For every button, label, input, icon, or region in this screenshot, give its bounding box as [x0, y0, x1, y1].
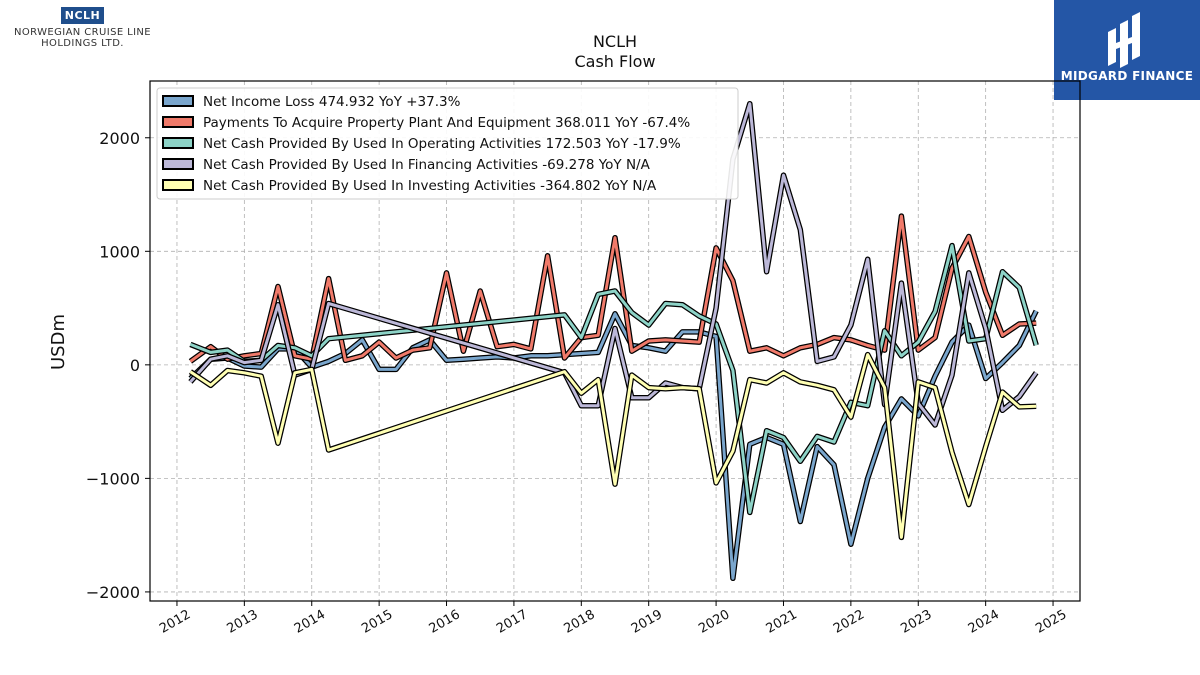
chart-subtitle: Cash Flow [574, 52, 655, 71]
x-tick-label: 2014 [292, 607, 328, 637]
x-tick-label: 2019 [629, 607, 665, 637]
legend-box [156, 87, 739, 200]
series-4-line [189, 353, 1037, 539]
plot-frame [149, 80, 1081, 602]
legend-swatch [162, 116, 194, 128]
series-2-line [189, 244, 1038, 514]
y-axis-label: USDm [48, 314, 69, 370]
x-tick-label: 2016 [427, 607, 463, 637]
legend-entry: Net Cash Provided By Used In Financing A… [203, 157, 651, 173]
x-tick-label: 2024 [966, 607, 1002, 637]
nclh-logo: NCLH NORWEGIAN CRUISE LINE HOLDINGS LTD. [0, 4, 165, 49]
x-tick-label: 2022 [831, 607, 867, 637]
legend-entry: Net Income Loss 474.932 YoY +37.3% [203, 94, 461, 110]
midgard-finance-logo: MIDGARD FINANCE [1054, 0, 1200, 100]
x-tick-label: 2012 [157, 607, 193, 637]
y-tick-label: 2000 [99, 129, 140, 148]
legend-entry: Net Cash Provided By Used In Investing A… [203, 178, 657, 194]
y-tick-label: 0 [130, 356, 140, 375]
x-tick-label: 2023 [898, 607, 934, 637]
y-tick-label: −1000 [86, 469, 140, 488]
nclh-logo-mark: NCLH [60, 7, 105, 24]
nclh-logo-name-line1: NORWEGIAN CRUISE LINE [13, 27, 152, 38]
y-tick-label: 1000 [99, 242, 140, 261]
nclh-logo-name-line2: HOLDINGS LTD. [41, 38, 124, 49]
midgard-glyph-icon [1108, 12, 1140, 68]
x-tick-label: 2015 [359, 607, 395, 637]
series-layer [188, 100, 1039, 582]
y-tick-label: −2000 [86, 583, 140, 602]
legend-swatch [162, 137, 194, 149]
legend-swatch [162, 158, 194, 170]
x-tick-label: 2017 [494, 607, 530, 637]
midgard-brand-text: MIDGARD FINANCE [1060, 69, 1194, 83]
legend-swatch [162, 95, 194, 107]
x-tick-label: 2020 [696, 607, 732, 637]
legend-entry: Payments To Acquire Property Plant And E… [203, 115, 690, 131]
x-tick-label: 2021 [764, 607, 800, 637]
x-tick-label: 2025 [1033, 607, 1069, 637]
series-0-line [189, 310, 1038, 580]
x-tick-label: 2018 [561, 607, 597, 637]
chart-title: NCLH [593, 32, 637, 51]
legend-swatch [162, 179, 194, 191]
x-tick-label: 2013 [225, 607, 261, 637]
series-4-outline [188, 351, 1037, 541]
legend-entry: Net Cash Provided By Used In Operating A… [203, 136, 681, 152]
legend: Net Income Loss 474.932 YoY +37.3% Paymen… [156, 87, 739, 200]
